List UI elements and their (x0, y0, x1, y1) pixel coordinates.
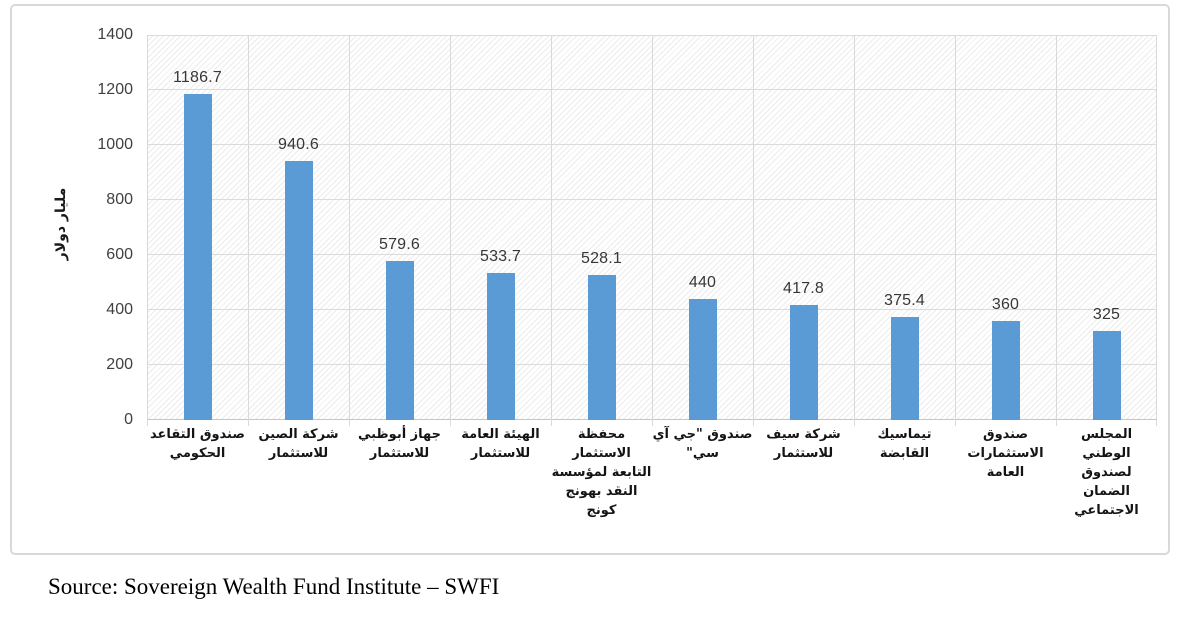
bar-value-label: 417.8 (782, 280, 825, 297)
category-label: تيماسيك القابضة (877, 427, 932, 461)
plot-area: 1186.7 940.6 579.6 533.7 528.1 440 417.8 375.4 3… (147, 35, 1157, 426)
source-note: Source: Sovereign Wealth Fund Institute … (48, 574, 500, 599)
bar (789, 305, 818, 420)
bar (1092, 331, 1121, 420)
bar (284, 161, 313, 420)
category-separator-line (652, 35, 653, 426)
category-separator-line (450, 35, 451, 426)
y-axis-title: مليار دولار (53, 187, 69, 261)
y-tick-label: 400 (106, 301, 133, 318)
bar-value-label: 579.6 (378, 236, 421, 253)
category-separator-line (753, 35, 754, 426)
bar (486, 273, 515, 420)
bar-value-label: 533.7 (479, 248, 522, 265)
y-axis-line (147, 35, 148, 426)
y-tick-label: 1200 (97, 81, 133, 98)
category-separator-line (248, 35, 249, 426)
category-label: المجلس الوطني لصندوق الضمان الاجتماعي (1074, 427, 1139, 518)
category-separator-line (551, 35, 552, 426)
y-tick-label: 1000 (97, 136, 133, 153)
category-separator-line (349, 35, 350, 426)
category-label: جهاز أبوظبي للاستثمار (357, 427, 442, 461)
category-label: صندوق التقاعد الحكومي (150, 427, 245, 461)
category-label: صندوق "جي آي سي" (652, 427, 753, 461)
bar-value-label: 360 (991, 296, 1020, 313)
y-tick-label: 600 (106, 246, 133, 263)
category-label: صندوق الاستثمارات العامة (967, 427, 1044, 480)
category-separator-line (854, 35, 855, 426)
x-axis: صندوق التقاعد الحكومي شركة الصين للاستثما… (147, 425, 1157, 550)
category-label: شركة الصين للاستثمار (258, 427, 339, 461)
bar-value-label: 1186.7 (173, 69, 222, 86)
category-label: الهيئة العامة للاستثمار (461, 427, 540, 461)
y-tick-label: 200 (106, 356, 133, 373)
bar-value-label: 940.6 (277, 136, 320, 153)
y-tick-label: 0 (124, 411, 133, 428)
bar (183, 94, 212, 420)
category-label: محفظة الاستثمار التابعة لمؤسسة النقد بهو… (551, 427, 652, 518)
bar (587, 275, 616, 420)
bar-value-label: 375.4 (883, 292, 926, 309)
chart-frame: مليار دولار 0 200 400 600 800 1000 1200 1400 11… (10, 4, 1170, 555)
category-separator-line (1056, 35, 1057, 426)
bar-value-label: 440 (688, 274, 717, 291)
bar (991, 321, 1020, 420)
bar (890, 317, 919, 420)
bar (688, 299, 717, 420)
category-label: شركة سيف للاستثمار (766, 427, 841, 461)
category-separator-line (1156, 35, 1157, 426)
bar-value-label: 528.1 (580, 250, 623, 267)
y-tick-label: 800 (106, 191, 133, 208)
bar (385, 261, 414, 420)
bar-value-label: 325 (1092, 306, 1121, 323)
y-tick-label: 1400 (97, 26, 133, 43)
category-separator-line (955, 35, 956, 426)
